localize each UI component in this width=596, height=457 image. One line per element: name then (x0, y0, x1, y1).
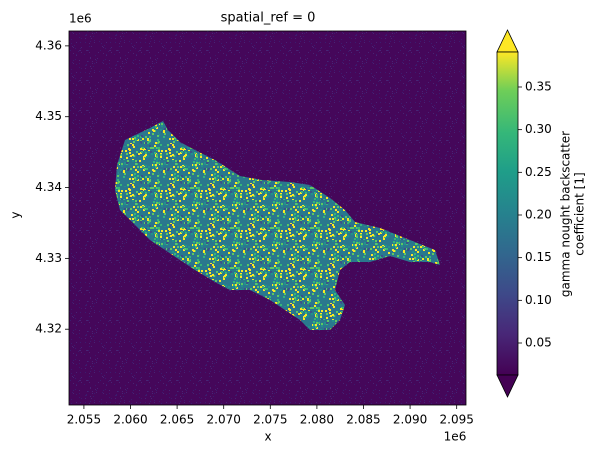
colorbar-tick-label: 0.15 (525, 250, 552, 264)
x-tick-label: 2.070 (207, 413, 241, 427)
x-axis-label: x (264, 430, 271, 444)
colorbar-extend-max (496, 29, 519, 53)
colorbar-tick-label: 0.05 (525, 335, 552, 349)
chart-title: spatial_ref = 0 (221, 11, 316, 26)
x-tick-label: 2.080 (300, 413, 334, 427)
colorbar-tick-label: 0.30 (525, 122, 552, 136)
y-tick-label: 4.35 (35, 109, 62, 123)
x-tick-label: 2.090 (393, 413, 427, 427)
y-offset-label: 1e6 (69, 12, 92, 26)
x-tick-label: 2.060 (113, 413, 147, 427)
plot-frame (68, 30, 467, 406)
raster-image (69, 31, 466, 405)
y-axis-label: y (9, 211, 23, 218)
colorbar-tick-label: 0.20 (525, 207, 552, 221)
y-tick-label: 4.32 (35, 322, 62, 336)
colorbar-body (496, 51, 519, 376)
x-offset-label: 1e6 (444, 430, 467, 444)
colorbar-label: gamma nought backscatter (559, 131, 573, 297)
x-tick-label: 2.075 (253, 413, 287, 427)
y-tick-label: 4.33 (35, 251, 62, 265)
x-tick-label: 2.085 (346, 413, 380, 427)
colorbar-extend-min (496, 374, 519, 398)
colorbar (496, 29, 519, 398)
colorbar-tick-label: 0.25 (525, 165, 552, 179)
x-tick-label: 2.095 (440, 413, 474, 427)
colorbar-tick-label: 0.35 (525, 79, 552, 93)
x-tick-label: 2.055 (67, 413, 101, 427)
colorbar-tick-label: 0.10 (525, 293, 552, 307)
colorbar-label: coefficient [1] (573, 172, 587, 255)
y-tick-label: 4.36 (35, 38, 62, 52)
y-tick-label: 4.34 (35, 180, 62, 194)
x-tick-label: 2.065 (160, 413, 194, 427)
land-mass (115, 121, 440, 330)
